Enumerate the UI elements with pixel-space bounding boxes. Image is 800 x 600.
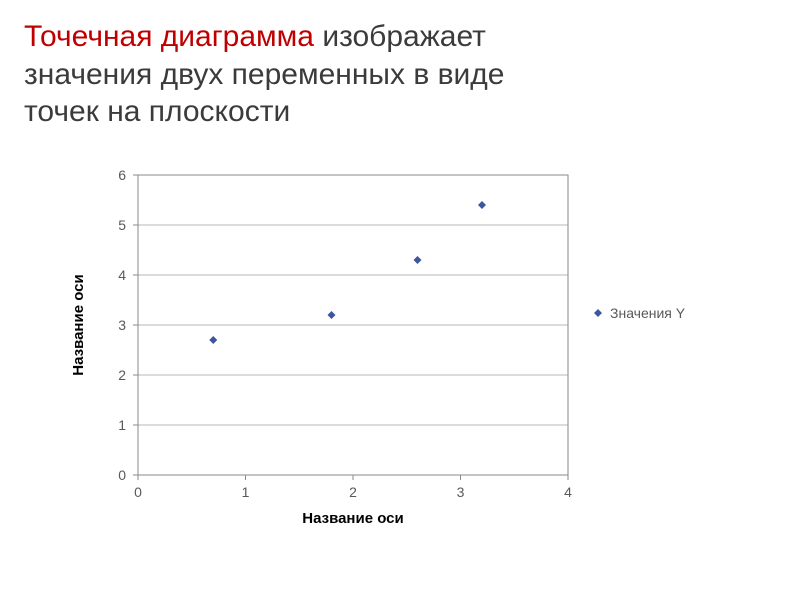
y-tick-label: 1 <box>118 417 126 433</box>
x-axis-title: Название оси <box>302 510 404 527</box>
legend-label: Значения Y <box>610 305 686 321</box>
x-tick-label: 4 <box>564 484 572 500</box>
chart-svg: 0 1 2 3 4 5 6 0 1 2 3 4 Название оси Название оси Знач… <box>28 145 748 545</box>
slide-heading: Точечная диаграмма изображает значения д… <box>24 18 776 131</box>
x-tick-label: 3 <box>457 484 465 500</box>
y-tick-label: 4 <box>118 267 126 283</box>
x-tick-label: 1 <box>242 484 250 500</box>
heading-rest-1: изображает <box>314 20 486 53</box>
y-axis-title: Название оси <box>70 274 87 376</box>
y-tick-label: 6 <box>118 167 126 183</box>
legend-marker <box>594 309 602 317</box>
y-tick-label: 5 <box>118 217 126 233</box>
x-tick-label: 2 <box>349 484 357 500</box>
scatter-chart: 0 1 2 3 4 5 6 0 1 2 3 4 Название оси Название оси Знач… <box>28 145 776 550</box>
slide: Точечная диаграмма изображает значения д… <box>0 0 800 600</box>
y-tick-label: 0 <box>118 467 126 483</box>
x-tick-label: 0 <box>134 484 142 500</box>
y-tick-label: 3 <box>118 317 126 333</box>
heading-line-3: точек на плоскости <box>24 95 290 128</box>
y-tick-label: 2 <box>118 367 126 383</box>
heading-line-2: значения двух переменных в виде <box>24 58 504 91</box>
heading-highlight: Точечная диаграмма <box>24 20 314 53</box>
